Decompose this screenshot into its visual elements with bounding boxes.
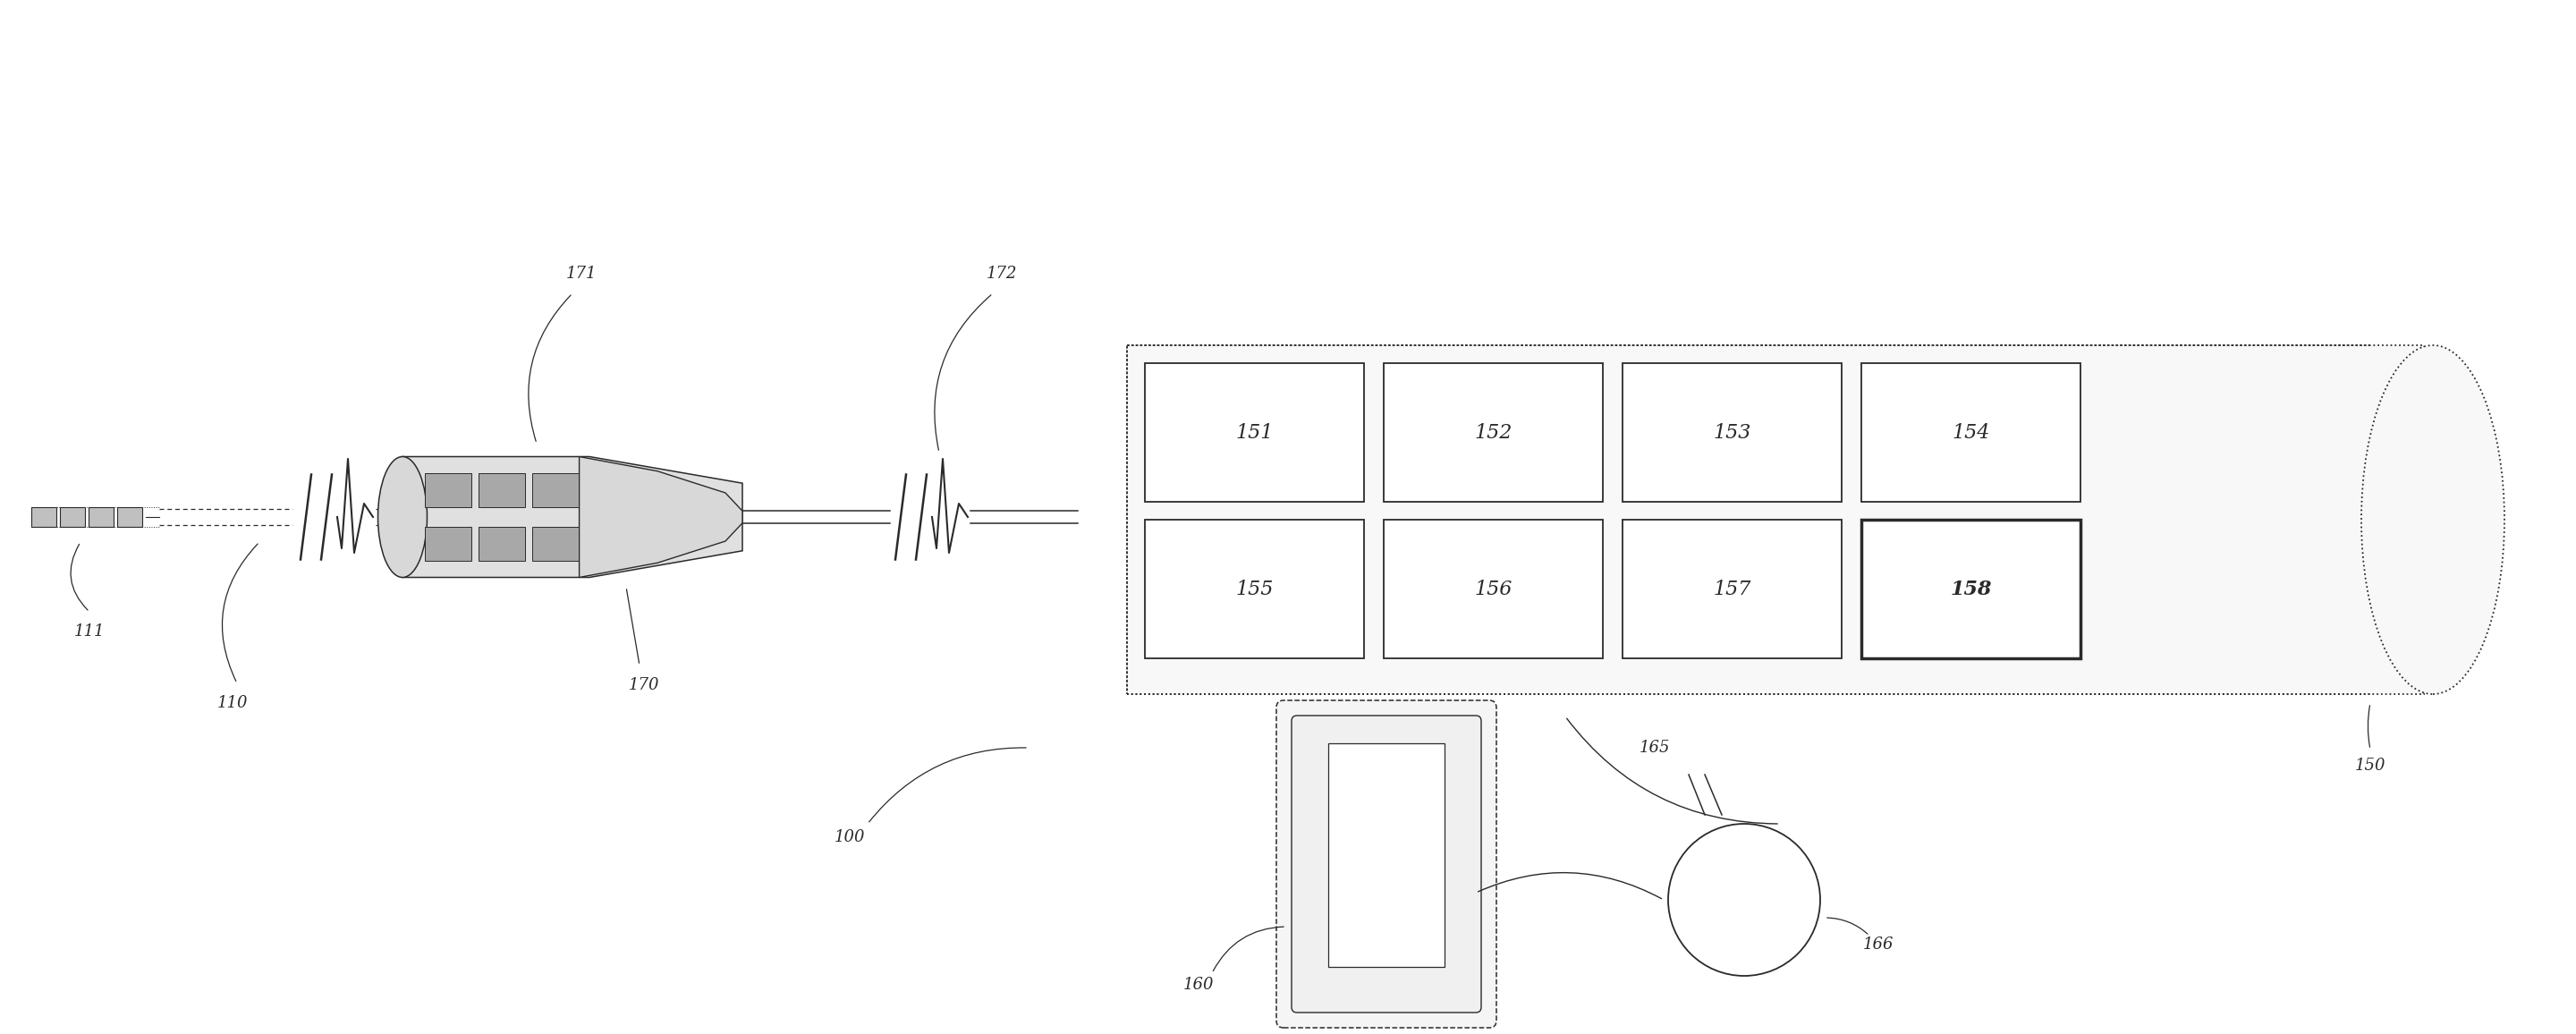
FancyBboxPatch shape	[1128, 345, 2424, 694]
Polygon shape	[580, 457, 742, 577]
Polygon shape	[402, 457, 742, 577]
FancyBboxPatch shape	[1329, 743, 1445, 967]
FancyBboxPatch shape	[1862, 363, 2081, 501]
FancyBboxPatch shape	[1862, 520, 2081, 659]
Ellipse shape	[2362, 345, 2504, 694]
Text: 172: 172	[987, 266, 1018, 281]
Text: 111: 111	[75, 624, 106, 640]
Polygon shape	[2370, 345, 2496, 694]
Text: 171: 171	[567, 266, 598, 281]
Text: 153: 153	[1713, 423, 1752, 443]
FancyBboxPatch shape	[1623, 363, 1842, 501]
FancyBboxPatch shape	[1144, 363, 1365, 501]
FancyBboxPatch shape	[116, 507, 142, 527]
FancyBboxPatch shape	[479, 474, 526, 507]
FancyBboxPatch shape	[31, 507, 57, 527]
Text: 157: 157	[1713, 579, 1752, 599]
FancyBboxPatch shape	[1291, 716, 1481, 1012]
Ellipse shape	[379, 457, 428, 577]
Text: 156: 156	[1473, 579, 1512, 599]
Text: 150: 150	[2354, 758, 2385, 773]
Text: 158: 158	[1950, 579, 1991, 599]
Text: 160: 160	[1182, 977, 1213, 993]
FancyBboxPatch shape	[1383, 363, 1602, 501]
FancyBboxPatch shape	[479, 527, 526, 560]
FancyBboxPatch shape	[88, 507, 113, 527]
Text: 110: 110	[216, 695, 247, 711]
FancyBboxPatch shape	[1275, 700, 1497, 1028]
Text: 100: 100	[835, 829, 866, 845]
Text: 166: 166	[1862, 937, 1893, 952]
Text: 170: 170	[629, 677, 659, 693]
FancyBboxPatch shape	[1144, 520, 1365, 659]
FancyBboxPatch shape	[533, 474, 580, 507]
FancyBboxPatch shape	[425, 474, 471, 507]
FancyBboxPatch shape	[425, 527, 471, 560]
FancyBboxPatch shape	[1623, 520, 1842, 659]
Text: 165: 165	[1638, 739, 1669, 756]
FancyBboxPatch shape	[533, 527, 580, 560]
Text: 151: 151	[1236, 423, 1273, 443]
FancyBboxPatch shape	[59, 507, 85, 527]
FancyBboxPatch shape	[1383, 520, 1602, 659]
Text: 155: 155	[1236, 579, 1273, 599]
Text: 152: 152	[1473, 423, 1512, 443]
Text: 154: 154	[1953, 423, 1989, 443]
